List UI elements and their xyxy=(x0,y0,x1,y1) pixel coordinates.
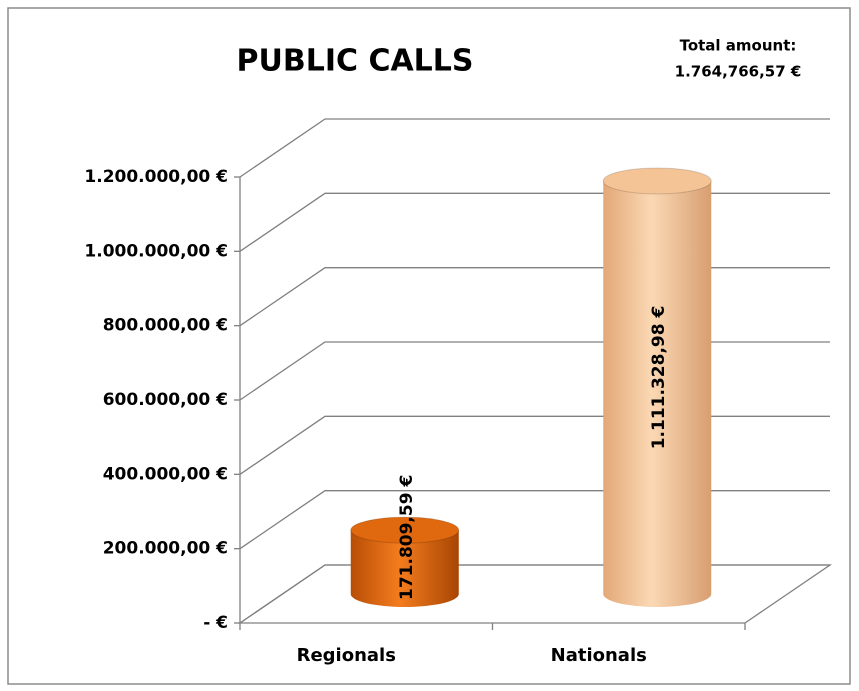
x-tick-label: Regionals xyxy=(297,645,396,666)
annotation: 1.764,766,57 € xyxy=(675,63,802,81)
y-tick-label: - € xyxy=(203,613,228,633)
bar-top xyxy=(602,167,712,195)
value-label: 171.809,59 € xyxy=(397,475,417,600)
y-tick-label: 1.000.000,00 € xyxy=(84,241,228,261)
bar-top xyxy=(350,516,460,544)
y-tick-label: 1.200.000,00 € xyxy=(84,167,228,187)
annotation: Total amount: xyxy=(680,37,797,55)
y-tick-label: 400.000,00 € xyxy=(103,464,228,484)
y-tick-label: 600.000,00 € xyxy=(103,390,228,410)
x-tick-label: Nationals xyxy=(551,645,647,666)
grid-line xyxy=(239,118,830,178)
y-tick-label: 200.000,00 € xyxy=(103,539,228,559)
bar xyxy=(350,530,459,608)
chart-title: PUBLIC CALLS xyxy=(236,44,473,79)
bar xyxy=(603,180,712,608)
value-label: 1.111.328,98 € xyxy=(649,306,669,450)
y-tick-label: 800.000,00 € xyxy=(103,316,228,336)
